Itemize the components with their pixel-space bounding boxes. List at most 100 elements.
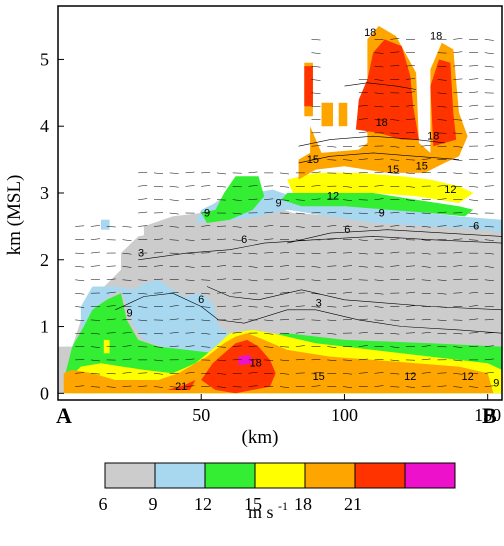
no-data-region [80,233,90,250]
contour-region [101,219,110,230]
wind-vector [374,385,384,387]
wind-vector [484,52,494,55]
wind-vector [295,318,305,321]
wind-vector [358,118,368,120]
contour-label: 18 [250,358,262,370]
wind-vector [138,185,148,187]
wind-vector [453,251,463,254]
wind-vector [469,172,479,174]
wind-vector [75,306,85,308]
colorbar-unit-exp: -1 [278,499,288,513]
wind-vector [421,358,431,361]
wind-vector [264,292,274,294]
wind-vector [216,373,227,375]
wind-vector [122,372,132,374]
wind-vector [358,131,368,134]
wind-vector [342,186,353,188]
wind-vector [264,211,274,214]
wind-vector [122,345,132,347]
wind-vector [453,145,463,148]
contour-region [287,172,474,203]
wind-vector [437,385,447,387]
contour-label: 15 [387,164,399,176]
wind-vector [153,332,164,335]
contour-region [80,279,196,347]
wind-vector [342,386,353,388]
wind-vector [185,239,195,241]
wind-vector [201,306,211,308]
wind-vector [405,318,416,321]
wind-vector [75,266,85,268]
wind-vector [437,319,447,322]
wind-vector [342,359,353,361]
wind-vector [138,332,148,335]
wind-vector [295,226,305,228]
wind-vector [390,51,400,53]
wind-vector [311,39,321,41]
colorbar-level-label: 15 [244,494,262,514]
wind-vector [248,198,258,200]
wind-vector [405,65,416,67]
wind-vector [453,172,463,175]
contour-label: 12 [327,191,339,203]
wind-vector [201,185,211,187]
wind-vector [358,372,368,374]
wind-vector [169,278,179,281]
wind-vector [327,238,337,240]
wind-vector [390,319,400,321]
wind-vector [138,292,148,295]
wind-vector [469,239,479,241]
wind-vector [405,159,416,161]
wind-vector [185,266,195,268]
wind-vector [484,332,494,334]
wind-vector [390,172,400,174]
wind-vector [374,225,384,227]
wind-vector [437,372,447,374]
wind-vector [484,185,494,187]
wind-vector [484,118,494,120]
contour-region [201,176,265,223]
wind-vector [264,346,274,348]
wind-vector [264,252,274,254]
wind-vector [90,278,100,281]
wind-vector [437,279,447,281]
wind-vector [374,372,384,374]
wind-vector [169,386,179,388]
wind-vector [342,265,353,267]
wind-vector [295,358,305,361]
colorbar-unit-base: m s [248,502,274,522]
wind-vector [374,171,384,174]
wind-vector [106,318,116,321]
contour-region [321,102,333,127]
wind-vector [264,359,274,361]
wind-vector [437,198,447,200]
wind-vector [453,278,463,281]
contour-label: 15 [313,371,325,383]
wind-vector [342,278,353,281]
y-axis: 0 1 2 3 4 5 [40,49,64,403]
wind-vector [342,199,353,201]
wind-vector [153,386,164,388]
wind-vector [122,252,132,255]
wind-vector [469,318,479,321]
wind-vector [484,226,494,228]
colorbar-swatch [104,462,156,489]
wind-vector [484,239,494,241]
contour-label: 15 [416,161,428,173]
wind-vector [358,158,368,160]
wind-vector [216,186,227,188]
wind-vector [185,185,195,187]
y-tick-label: 1 [40,317,49,337]
wind-vector [390,119,400,121]
wind-vector [216,292,227,294]
wind-vector [248,239,258,241]
wind-vector [232,331,242,334]
wind-vectors [75,38,494,388]
wind-vector [90,265,100,267]
colorbar-swatch [354,462,406,489]
wind-vector [342,373,353,375]
wind-vector [311,252,321,255]
wind-vector [327,159,337,161]
wind-vector [453,132,463,135]
